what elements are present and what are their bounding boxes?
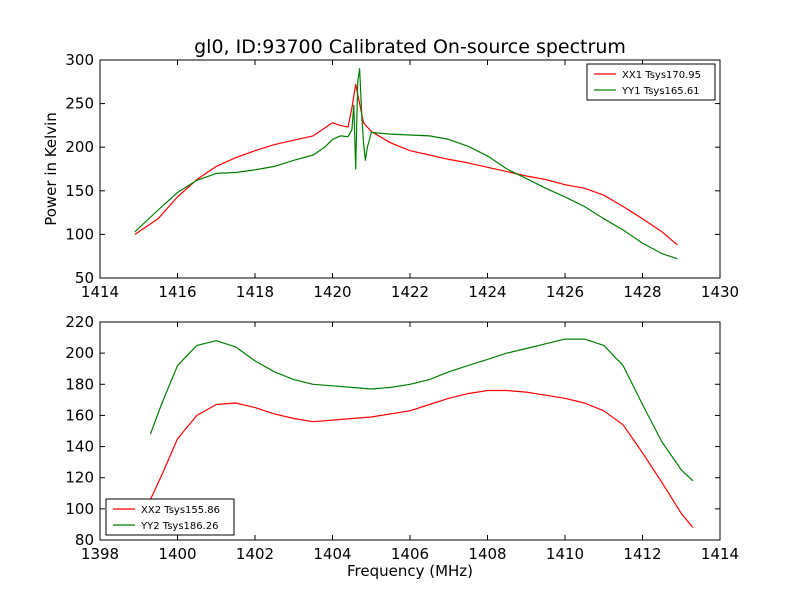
y-tick-label: 150 bbox=[65, 182, 94, 200]
x-tick-label: 1404 bbox=[313, 545, 351, 563]
x-tick-label: 1400 bbox=[158, 545, 196, 563]
x-tick-label: 1428 bbox=[623, 283, 661, 301]
chart-title: gl0, ID:93700 Calibrated On-source spect… bbox=[194, 36, 626, 58]
x-tick-label: 1420 bbox=[313, 283, 351, 301]
x-tick-label: 1418 bbox=[236, 283, 274, 301]
y-tick-label: 160 bbox=[65, 406, 94, 424]
legend-label: YY1 Tsys165.61 bbox=[621, 86, 700, 97]
x-tick-label: 1414 bbox=[701, 545, 739, 563]
x-tick-label: 1416 bbox=[158, 283, 196, 301]
legend: XX2 Tsys155.86 YY2 Tsys186.26 bbox=[105, 498, 235, 536]
y-tick-label: 200 bbox=[65, 138, 94, 156]
x-tick-label: 1412 bbox=[623, 545, 661, 563]
y-tick-label: 180 bbox=[65, 375, 94, 393]
x-tick-label: 1422 bbox=[391, 283, 429, 301]
series-line-bottom-2 bbox=[149, 338, 694, 482]
y-tick-label: 300 bbox=[65, 51, 94, 69]
bottom-x-axis-label: Frequency (MHz) bbox=[347, 562, 473, 580]
series-line-top-1 bbox=[134, 83, 678, 246]
legend-box bbox=[586, 63, 716, 101]
legend-label: XX1 Tsys170.95 bbox=[622, 70, 701, 81]
y-tick-label: 140 bbox=[65, 438, 94, 456]
legend-label: YY2 Tsys186.26 bbox=[140, 521, 219, 532]
y-tick-label: 200 bbox=[65, 344, 94, 362]
x-tick-label: 1402 bbox=[236, 545, 274, 563]
x-tick-label: 1398 bbox=[81, 545, 119, 563]
y-tick-label: 80 bbox=[75, 531, 94, 549]
legend: XX1 Tsys170.95 YY1 Tsys165.61 bbox=[586, 63, 716, 101]
legend-box bbox=[105, 498, 235, 536]
x-tick-label: 1408 bbox=[468, 545, 506, 563]
x-tick-label: 1424 bbox=[468, 283, 506, 301]
series-line-bottom-1 bbox=[149, 389, 694, 528]
x-tick-label: 1410 bbox=[546, 545, 584, 563]
top-panel: 1414 1416 1418 1420 1422 1424 1426 1428 1430 50 10… bbox=[65, 51, 739, 301]
series-line-top-2 bbox=[134, 68, 678, 260]
y-tick-label: 50 bbox=[75, 269, 94, 287]
y-tick-label: 100 bbox=[65, 500, 94, 518]
y-tick-label: 250 bbox=[65, 95, 94, 113]
x-tick-label: 1430 bbox=[701, 283, 739, 301]
y-tick-label: 100 bbox=[65, 225, 94, 243]
y-tick-label: 220 bbox=[65, 313, 94, 331]
legend-label: XX2 Tsys155.86 bbox=[141, 505, 220, 516]
x-tick-label: 1406 bbox=[391, 545, 429, 563]
x-tick-label: 1426 bbox=[546, 283, 584, 301]
y-tick-label: 120 bbox=[65, 469, 94, 487]
x-tick-label: 1414 bbox=[81, 283, 119, 301]
bottom-panel: 1398 1400 1402 1404 1406 1408 1410 1412 1414 80 10… bbox=[65, 313, 739, 563]
top-y-axis-label: Power in Kelvin bbox=[42, 112, 60, 226]
